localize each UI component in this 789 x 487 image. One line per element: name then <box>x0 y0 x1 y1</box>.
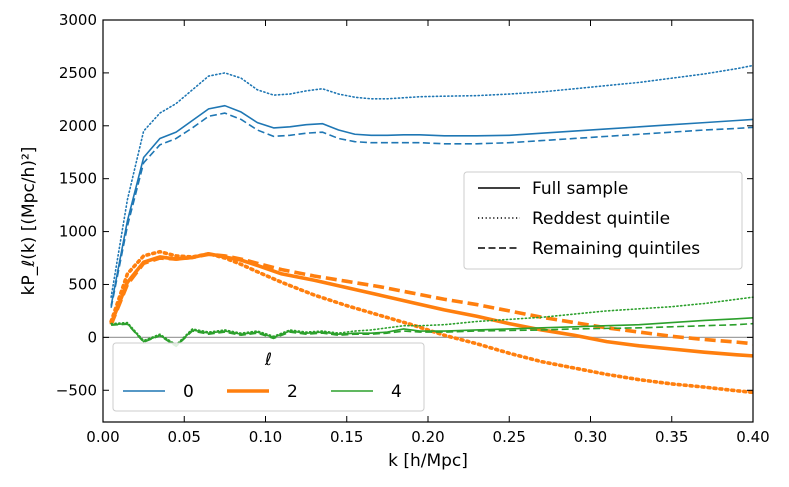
x-tick-label: 0.35 <box>655 428 688 446</box>
y-tick-labels: −500 0 500 1000 1500 2000 2500 3000 <box>56 11 97 399</box>
x-tick-label: 0.20 <box>411 428 444 446</box>
series-l2-dashed <box>109 252 754 346</box>
y-axis-label: kP_ℓ(k) [(Mpc/h)²] <box>19 147 39 296</box>
series-l0-dashed <box>110 112 754 308</box>
legend-box <box>463 171 743 270</box>
x-tick-label: 0.40 <box>736 428 769 446</box>
legend-multipoles: ℓ 0 2 4 <box>112 342 425 412</box>
series-l4-dotted <box>110 296 754 346</box>
y-tick-label: 2500 <box>59 64 97 82</box>
legend-label: Full sample <box>532 179 628 199</box>
x-tick-label: 0.10 <box>249 428 282 446</box>
x-tick-label: 0.30 <box>574 428 607 446</box>
x-tick-label: 0.00 <box>86 428 119 446</box>
y-tick-label: −500 <box>56 381 97 399</box>
y-tick-label: 3000 <box>59 11 97 29</box>
x-axis-label: k [h/Mpc] <box>388 451 468 471</box>
y-tick-label: 0 <box>87 328 97 346</box>
x-tick-label: 0.05 <box>168 428 201 446</box>
legend-label: 2 <box>287 382 298 402</box>
y-tick-label: 500 <box>68 275 97 293</box>
series-layer <box>109 64 755 395</box>
x-tick-label: 0.25 <box>493 428 526 446</box>
series-l4-dashed <box>111 322 754 348</box>
legend-label: 4 <box>391 382 402 402</box>
legend-label: 0 <box>183 382 194 402</box>
tick-layer <box>102 19 754 422</box>
y-tick-label: 1000 <box>59 223 97 241</box>
x-tick-labels: 0.00 0.05 0.10 0.15 0.20 0.25 0.30 0.35 0.40 <box>86 428 769 446</box>
legend-label: Reddest quintile <box>532 209 670 229</box>
y-tick-label: 1500 <box>59 170 97 188</box>
x-tick-label: 0.15 <box>330 428 363 446</box>
series-l0-dotted <box>110 64 754 298</box>
y-tick-label: 2000 <box>59 117 97 135</box>
legend-title: ℓ <box>264 350 272 370</box>
legend-label: Remaining quintiles <box>532 239 700 259</box>
series-l2-dotted <box>109 249 755 395</box>
legend-line-styles: Full sample Reddest quintile Remaining qui… <box>463 171 743 270</box>
legend-box <box>112 342 425 412</box>
series-l0-solid <box>110 104 754 306</box>
